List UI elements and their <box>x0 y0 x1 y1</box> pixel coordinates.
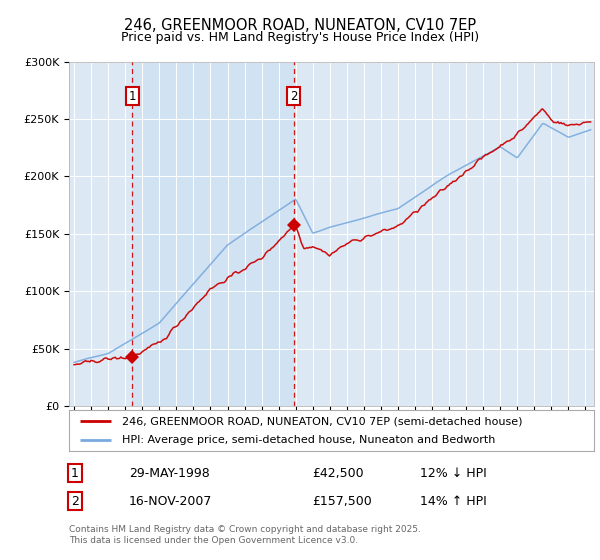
Text: 246, GREENMOOR ROAD, NUNEATON, CV10 7EP: 246, GREENMOOR ROAD, NUNEATON, CV10 7EP <box>124 18 476 33</box>
Text: 16-NOV-2007: 16-NOV-2007 <box>129 494 212 508</box>
Text: 246, GREENMOOR ROAD, NUNEATON, CV10 7EP (semi-detached house): 246, GREENMOOR ROAD, NUNEATON, CV10 7EP … <box>121 417 522 426</box>
Text: Price paid vs. HM Land Registry's House Price Index (HPI): Price paid vs. HM Land Registry's House … <box>121 31 479 44</box>
Text: 12% ↓ HPI: 12% ↓ HPI <box>420 466 487 480</box>
Text: Contains HM Land Registry data © Crown copyright and database right 2025.
This d: Contains HM Land Registry data © Crown c… <box>69 525 421 545</box>
Text: 14% ↑ HPI: 14% ↑ HPI <box>420 494 487 508</box>
Text: 2: 2 <box>71 494 79 508</box>
Text: 1: 1 <box>128 90 136 102</box>
Text: 2: 2 <box>290 90 298 102</box>
Bar <box>132 62 293 406</box>
Text: 1: 1 <box>71 466 79 480</box>
Text: £157,500: £157,500 <box>312 494 372 508</box>
Text: 29-MAY-1998: 29-MAY-1998 <box>129 466 210 480</box>
Text: HPI: Average price, semi-detached house, Nuneaton and Bedworth: HPI: Average price, semi-detached house,… <box>121 435 495 445</box>
Text: £42,500: £42,500 <box>312 466 364 480</box>
